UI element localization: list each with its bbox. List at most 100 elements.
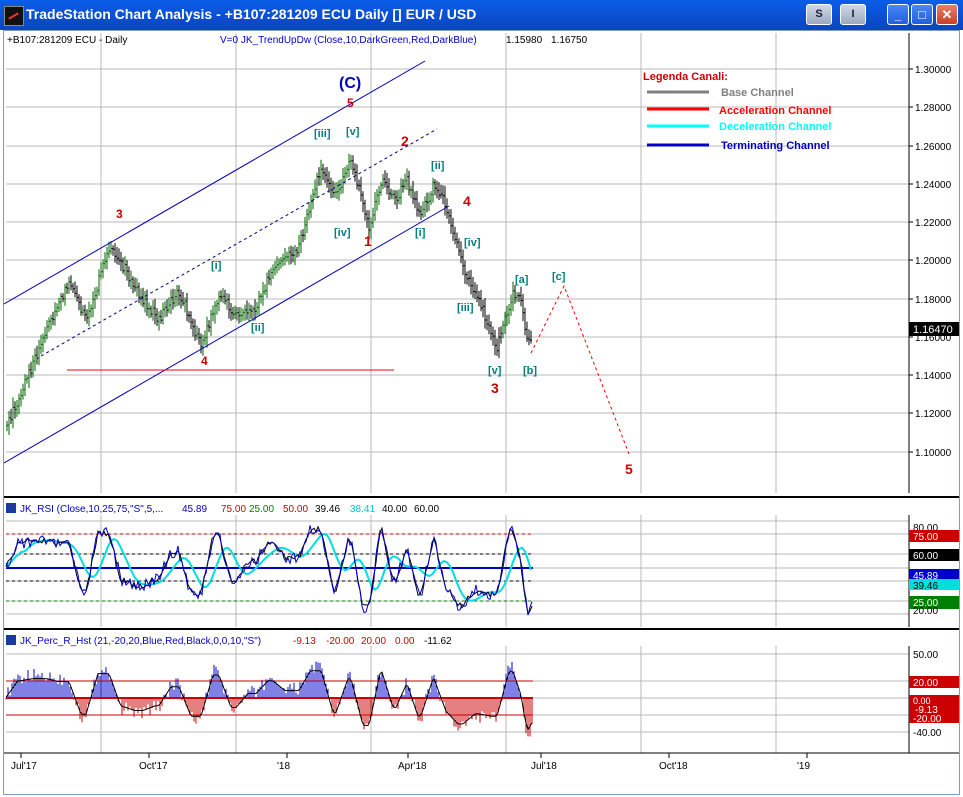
price-bar <box>216 300 218 315</box>
wave-4-mid-label: 4 <box>463 193 471 209</box>
price-bar <box>56 303 58 317</box>
maximize-button[interactable]: □ <box>911 4 933 25</box>
price-bar <box>524 307 526 336</box>
price-bar <box>134 277 136 292</box>
app-icon[interactable] <box>4 6 24 26</box>
rsi-fast-line <box>5 525 533 616</box>
trend-indicator-label: V=0 JK_TrendUpDw (Close,10,DarkGreen,Red… <box>220 35 477 46</box>
rsi-axis-25: 25.00 <box>913 598 938 609</box>
price-bar <box>118 248 120 265</box>
price-bar <box>144 291 146 313</box>
price-bar <box>192 318 194 337</box>
price-bar <box>64 283 66 306</box>
price-bar <box>100 262 102 280</box>
rsi-axis-20: 20.00 <box>913 606 938 617</box>
price-bar <box>460 241 462 264</box>
price-bar <box>502 320 504 339</box>
price-bar <box>494 329 496 356</box>
price-pane[interactable]: 1.30000 1.28000 1.26000 1.24000 1.22000 1.200… <box>4 33 959 493</box>
perc-r-pane[interactable]: JK_Perc_R_Hst (21,-20,20,Blue,Red,Black,… <box>5 635 959 753</box>
price-bar <box>26 375 28 384</box>
price-bar <box>114 243 116 263</box>
rsi-values: 45.89 75.00 25.00 50.00 39.46 38.41 40.00 60.00 <box>182 504 439 515</box>
price-bar <box>94 287 96 309</box>
price-bar <box>258 291 260 315</box>
chart-canvas[interactable]: 1.30000 1.28000 1.26000 1.24000 1.22000 1.200… <box>4 31 959 794</box>
price-bar <box>198 327 200 345</box>
price-bar <box>22 383 24 400</box>
price-bar <box>44 326 46 343</box>
price-bar <box>168 297 170 314</box>
wave-labels: (C) 5 3 4 2 1 4 3 5 [i] [ii] [iii] [v] [… <box>116 75 633 477</box>
price-bar <box>488 314 490 335</box>
price-axis-label: 1.22000 <box>915 218 952 229</box>
price-bar <box>30 361 32 379</box>
price-axis-label: 1.26000 <box>915 142 952 153</box>
price-bar <box>330 177 332 199</box>
price-bar <box>404 173 406 190</box>
price-bar <box>14 401 16 419</box>
price-bar <box>142 287 144 308</box>
wave-3-low-label: 3 <box>491 380 499 396</box>
price-bar <box>336 182 338 199</box>
price-bar <box>10 408 12 424</box>
price-bar <box>222 288 224 304</box>
price-bar <box>332 180 334 198</box>
price-bar <box>480 290 482 312</box>
price-bar <box>292 246 294 263</box>
price-bar <box>174 289 176 308</box>
perc-axis-50: 50.00 <box>913 650 938 661</box>
price-bar <box>364 199 366 221</box>
close-button[interactable]: ✕ <box>936 4 958 25</box>
price-bar <box>262 282 264 306</box>
price-bar <box>92 291 94 317</box>
symbol-link-button[interactable]: S <box>806 4 832 25</box>
price-bar <box>156 308 158 326</box>
trend-value-1: 1.15980 <box>506 35 543 46</box>
price-bar <box>40 334 42 355</box>
price-bar <box>318 167 320 186</box>
rsi-value: 40.00 <box>382 504 407 515</box>
time-axis-label: Oct'18 <box>659 761 688 772</box>
indicator-link-button[interactable]: I <box>840 4 866 25</box>
time-axis-label: '19 <box>797 761 810 772</box>
price-bar <box>166 299 168 317</box>
price-bar <box>314 179 316 198</box>
last-price-label: 1.16470 <box>913 324 953 336</box>
perc-pane-icon[interactable] <box>6 635 16 645</box>
trend-value-2: 1.16750 <box>551 35 588 46</box>
price-bar <box>306 208 308 233</box>
price-bar <box>112 245 114 256</box>
price-bar <box>74 281 76 298</box>
price-bar <box>448 209 450 224</box>
minimize-button[interactable]: _ <box>887 4 909 25</box>
price-bar <box>148 302 150 319</box>
price-bar <box>200 333 202 354</box>
rsi-axis-60: 60.00 <box>913 551 938 562</box>
price-bar <box>82 305 84 316</box>
chart-window[interactable]: 1.30000 1.28000 1.26000 1.24000 1.22000 1.200… <box>3 30 960 795</box>
price-bar <box>362 191 364 213</box>
price-bar <box>438 182 440 200</box>
rsi-pane[interactable]: JK_RSI (Close,10,25,75,"S",5,... 45.89 75… <box>5 503 959 627</box>
price-bar <box>500 326 502 344</box>
price-bar <box>466 271 468 285</box>
price-bar <box>80 296 82 316</box>
price-bar <box>426 192 428 213</box>
price-bar <box>160 309 162 324</box>
price-bar <box>120 251 122 272</box>
price-bar <box>88 301 90 327</box>
price-axis: 1.30000 1.28000 1.26000 1.24000 1.22000 1.200… <box>909 65 952 459</box>
price-bar <box>36 345 38 365</box>
price-bar <box>380 182 382 196</box>
price-bar <box>42 333 44 353</box>
price-bar <box>210 309 212 336</box>
price-bar <box>150 305 152 318</box>
rsi-value: 75.00 <box>221 504 246 515</box>
window-title: TradeStation Chart Analysis - +B107:2812… <box>26 6 477 22</box>
perc-signal-line <box>5 670 533 731</box>
price-bar <box>352 155 354 175</box>
price-bar <box>388 178 390 200</box>
price-bar <box>464 260 466 284</box>
rsi-pane-icon[interactable] <box>6 503 16 513</box>
